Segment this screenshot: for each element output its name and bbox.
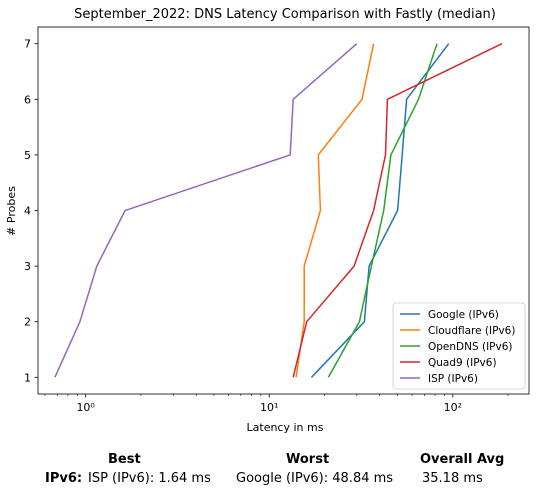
- best-value: ISP (IPv6): 1.64 ms: [88, 471, 211, 486]
- y-tick-label: 5: [24, 149, 31, 162]
- series-line-quad9-ipv6: [292, 43, 503, 378]
- ipv6-row-label: IPv6:: [45, 471, 83, 486]
- y-tick-label: 2: [24, 316, 31, 329]
- legend-box: [392, 302, 526, 390]
- series-line-google-ipv6: [310, 43, 450, 378]
- chart-title: September_2022: DNS Latency Comparison w…: [74, 7, 496, 22]
- x-tick-label: 10⁰: [76, 401, 95, 414]
- worst-header: Worst: [286, 452, 330, 467]
- series-line-opendns-ipv6: [327, 43, 438, 378]
- worst-value: Google (IPv6): 48.84 ms: [236, 471, 394, 486]
- y-tick-label: 7: [24, 38, 31, 51]
- y-tick-label: 4: [24, 205, 31, 218]
- y-tick-label: 3: [24, 260, 31, 273]
- overall-avg-value: 35.18 ms: [422, 471, 483, 486]
- series-line-isp-ipv6: [54, 43, 358, 378]
- overall-avg-header: Overall Avg: [420, 452, 505, 467]
- legend-label: Cloudflare (IPv6): [428, 325, 515, 337]
- best-header: Best: [108, 452, 141, 467]
- legend: Google (IPv6) Cloudflare (IPv6) OpenDNS (I…: [392, 302, 526, 390]
- legend-label: ISP (IPv6): [428, 373, 478, 385]
- y-tick-label: 6: [24, 93, 31, 106]
- summary-stats: Best Worst Overall Avg IPv6: ISP (IPv6):…: [0, 446, 541, 496]
- latency-chart: September_2022: DNS Latency Comparison w…: [5, 7, 530, 434]
- legend-label: OpenDNS (IPv6): [428, 341, 513, 353]
- x-tick-label: 10²: [444, 401, 462, 414]
- y-tick-label: 1: [24, 371, 31, 384]
- plot-area: 10⁰ 10¹ 10² 1 2 3 4 5 6 7 Google (IPv6) Cloudflare …: [24, 26, 530, 414]
- series-line-cloudflare-ipv6: [295, 43, 375, 378]
- legend-label: Google (IPv6): [428, 309, 499, 321]
- x-axis-label: Latency in ms: [247, 421, 324, 434]
- legend-label: Quad9 (IPv6): [428, 357, 497, 369]
- y-axis-label: # Probes: [5, 186, 18, 236]
- x-tick-label: 10¹: [260, 401, 278, 414]
